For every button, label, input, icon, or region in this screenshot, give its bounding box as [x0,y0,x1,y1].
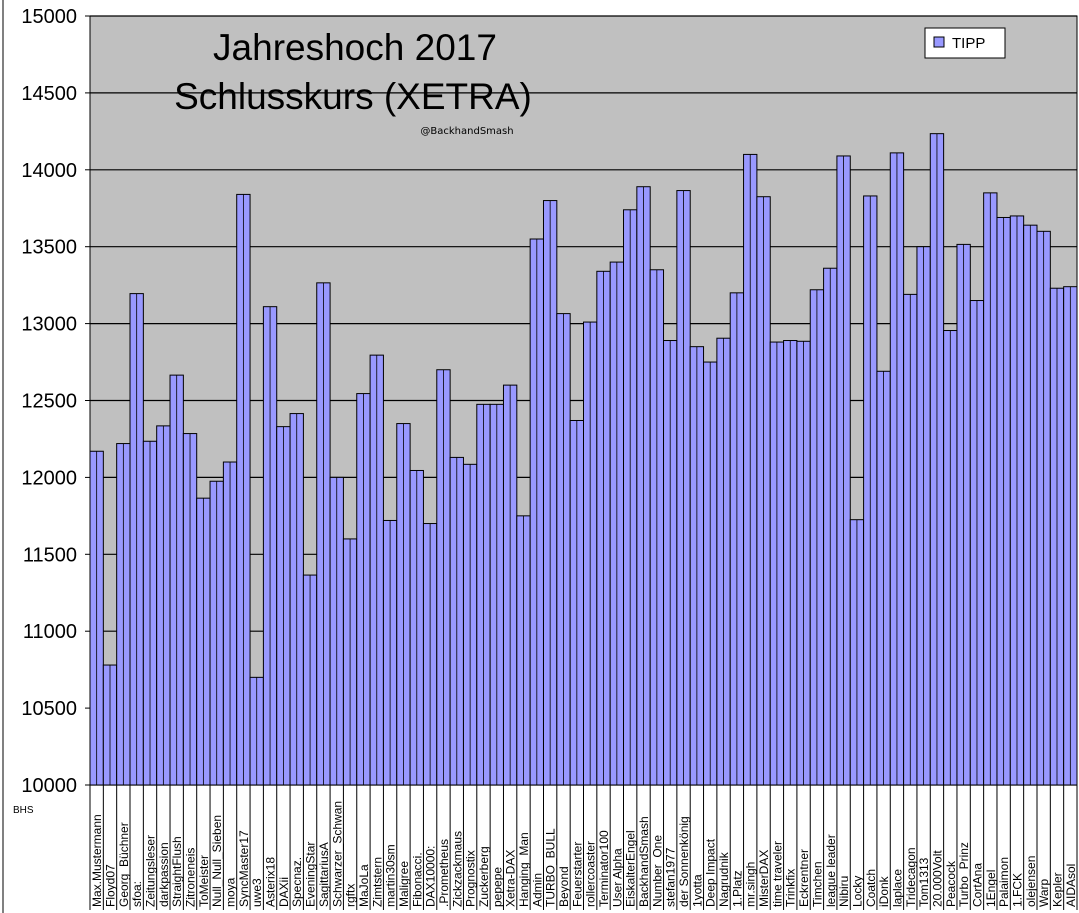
y-tick-label: 14000 [21,160,77,182]
x-tick-label: Prognostix [464,850,478,907]
x-tick-label: Palaimon [997,857,1011,907]
x-tick-label: DAX10000: [424,846,438,907]
x-tick-label: Specnaz. [290,857,304,907]
y-tick-label: 15000 [21,6,77,28]
x-tick-label: SyncMaster17 [237,830,251,907]
y-tick-label: 12500 [21,391,77,413]
legend: TIPP [924,27,1006,59]
x-tick-label: 1yotta [690,874,704,907]
y-tick-label: 14500 [21,83,77,105]
chart-title: Jahreshoch 2017 [213,27,497,68]
x-tick-label: uwe3 [250,878,264,907]
x-tick-label: Max.Mustermann [90,814,104,907]
x-tick-label: MisterDAX [757,850,771,907]
x-tick-label: StraightFlush [170,836,184,907]
x-tick-label: 20.000Volt [930,850,944,907]
x-tick-label: Peacock [944,860,958,907]
x-tick-label: Null_Null_Sieben [210,815,224,907]
x-tick-label: Eckrentner [797,849,811,907]
x-tick-label: TURBO_BULL [544,828,558,907]
x-tick-label: martin30sm [384,844,398,907]
x-tick-label: darkpassion [157,842,171,907]
legend-swatch [933,36,945,48]
x-tick-label: .Prometheus [437,839,451,907]
x-tick-label: 1.FCK [1010,873,1024,907]
chart-subtitle: Schlusskurs (XETRA) [174,76,532,117]
x-tick-label: Timchen [810,861,824,907]
x-tick-label: Georg_Büchner [117,822,131,907]
x-tick-label: Maligree [397,861,411,907]
x-tick-label: Schwarzer_Schwan [330,801,344,907]
x-tick-label: Tom1313 [917,857,931,907]
legend-label: TIPP [952,35,985,52]
y-tick-label: 13000 [21,314,77,336]
y-tick-label: 11000 [23,621,77,643]
x-tick-label: league leader [824,834,838,907]
x-tick-label: Locky [850,876,864,907]
y-tick-label: 13500 [21,237,77,259]
x-tick-label: moya [224,877,238,907]
y-tick-label: 10500 [21,698,77,720]
x-tick-label: Coatch [864,869,878,907]
x-tick-label: Zimtstern [370,857,384,907]
x-tick-label: 1.Platz [730,870,744,907]
x-tick-label: time traveler [770,841,784,907]
x-tick-label: AIDAsol [1064,864,1078,907]
x-tick-label: der Sonnenkönig [677,816,691,907]
x-tick-label: DAXii [277,877,291,907]
x-tick-label: sfoa: [130,881,144,907]
x-tick-label: ToMeister [197,855,211,907]
x-tick-label: Tridecagon [904,847,918,907]
x-tick-label: Beyond [557,866,571,907]
x-tick-label: Fibonacci. [410,852,424,907]
corner-label: BHS [13,805,34,816]
x-tick-label: Zuckerberg [477,846,491,907]
x-tick-label: Number_One [650,835,664,907]
bars [89,133,1078,786]
x-tick-label: Asterix18 [264,857,278,907]
y-axis-ticks: 10000 10500 11000 11500 12000 12500 13000 13500… [21,6,90,797]
x-tick-label: mr.singh [744,862,758,907]
x-tick-label: SagittariusA [317,842,331,907]
x-tick-label: Warp [1037,878,1051,907]
x-tick-label: Xetra-DAX [504,850,518,907]
x-tick-label: Zickzackmaus [450,831,464,907]
x-tick-label: pepepe [490,867,504,907]
x-tick-label: Admin [530,873,544,907]
x-tick-label: EiskalterEngel [624,830,638,907]
author-annotation: @BackhandSmash [420,126,513,137]
x-tick-label: Terminator100 [597,830,611,907]
x-tick-label: BackhandSmash [637,816,651,907]
y-tick-label: 10000 [21,775,77,797]
x-tick-label: Turbo_Prinz [957,842,971,907]
y-tick-label: 12000 [21,467,77,489]
x-tick-label: Hanging_Man [517,832,531,907]
x-tick-label: olejensen [1024,856,1038,907]
x-tick-label: MaJoLa [357,864,371,907]
x-tick-label: Floyd07 [104,864,118,907]
x-tick-label: Feuerstarter [570,842,584,907]
x-tick-label: Nagrudnik [717,851,731,907]
x-tick-label: rgftx [344,884,358,907]
x-tick-label: Zeitungsleser [144,835,158,907]
x-tick-label: rollercoaster [584,841,598,907]
x-tick-label: iDonk [877,875,891,907]
x-tick-label: Trinkfix [784,869,798,907]
x-tick-label: CortAna [970,863,984,907]
x-tick-label: 1Engel [984,870,998,907]
x-tick-label: Zitroneneis [184,848,198,907]
plot-frame [89,15,1078,786]
x-tick-label: stefan1977 [664,847,678,907]
x-axis-labels: Max.Mustermann Floyd07 Georg_Büchner sfoa: Z… [89,785,1078,910]
x-tick-label: Nibiru [837,876,851,907]
y-tick-label: 11500 [23,544,77,566]
x-tick-label: Kepler [1050,872,1064,907]
x-tick-label: User Alpha [610,848,624,907]
x-tick-label: Deep Impact [704,838,718,907]
x-tick-label: laplace [890,869,904,907]
x-tick-label: EveningStar [304,842,318,907]
